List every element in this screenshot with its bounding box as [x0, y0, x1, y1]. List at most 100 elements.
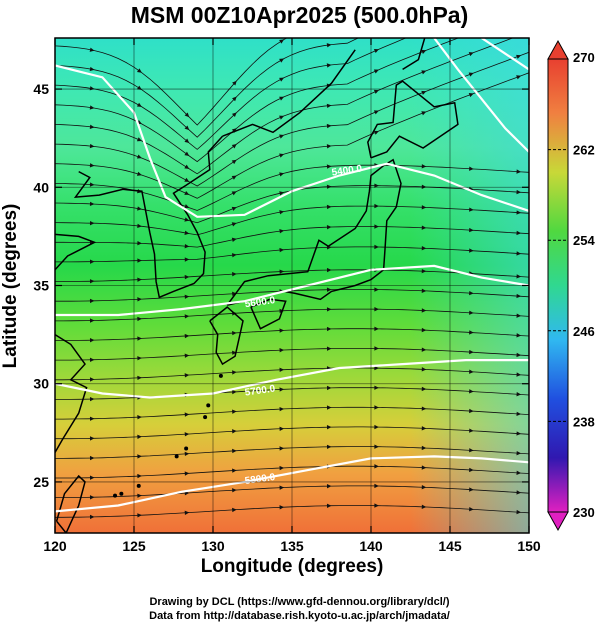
- streamline-arrow: [326, 444, 332, 450]
- streamline-arrow: [469, 428, 474, 433]
- x-tick-label: 135: [280, 538, 304, 554]
- streamline-arrow: [326, 425, 332, 430]
- streamline-arrow: [231, 128, 237, 133]
- coastline: [402, 38, 426, 71]
- streamline-arrow: [469, 166, 474, 171]
- streamline-arrow: [231, 112, 237, 118]
- streamline-arrow: [421, 367, 427, 372]
- streamline-arrow: [231, 222, 237, 227]
- streamline-arrow: [516, 352, 522, 358]
- streamline-arrow: [279, 172, 285, 177]
- streamline-arrow: [421, 327, 427, 333]
- streamline-arrow: [137, 336, 142, 341]
- streamline-arrow: [327, 23, 332, 27]
- streamline-arrow: [184, 257, 190, 262]
- x-tick-label: 120: [43, 538, 67, 554]
- streamline-arrow: [469, 507, 474, 512]
- coastline: [222, 49, 356, 137]
- streamline-arrow: [232, 488, 237, 493]
- streamline-arrow: [421, 205, 427, 210]
- streamline-arrow: [279, 39, 285, 44]
- streamline-arrow: [468, 52, 474, 57]
- coastlines: [55, 38, 459, 533]
- streamline-arrow: [232, 409, 237, 414]
- streamline-arrow: [184, 412, 190, 417]
- streamline-arrow: [421, 111, 427, 116]
- streamline-arrow: [326, 144, 332, 149]
- streamline-arrow: [232, 272, 237, 277]
- streamline-arrow: [326, 483, 332, 489]
- streamline-arrow: [421, 90, 427, 95]
- streamline-arrow: [469, 32, 474, 36]
- streamline-arrow: [516, 392, 522, 397]
- streamline-arrow: [137, 356, 142, 361]
- streamline-arrow: [279, 426, 285, 431]
- streamline-arrow: [137, 473, 142, 479]
- streamline-arrow: [231, 175, 237, 180]
- streamline-arrow: [184, 294, 190, 299]
- streamline-arrow: [421, 164, 427, 169]
- streamline-arrow: [279, 191, 285, 196]
- streamline-arrow: [516, 251, 522, 256]
- island: [218, 373, 223, 378]
- coastline: [209, 306, 244, 366]
- streamline-arrow: [374, 424, 379, 430]
- streamline-arrow: [421, 465, 427, 470]
- streamline-arrow: [326, 405, 332, 410]
- streamline-arrow: [326, 63, 332, 68]
- streamline-arrow: [374, 326, 379, 331]
- streamline-arrow: [137, 206, 142, 211]
- streamline-arrow: [373, 110, 379, 115]
- streamline-arrow: [374, 287, 379, 292]
- streamline-arrow: [137, 414, 142, 420]
- streamline-arrow: [421, 70, 427, 75]
- streamline-arrow: [421, 406, 427, 411]
- y-tick-label: 40: [33, 179, 49, 195]
- streamline-arrow: [468, 93, 474, 98]
- streamline-arrow: [184, 333, 190, 339]
- streamline-arrow: [516, 450, 522, 456]
- streamline-arrow: [326, 326, 332, 332]
- streamline-arrow: [516, 293, 522, 299]
- streamline-arrow: [374, 183, 379, 188]
- streamline-arrow: [326, 267, 332, 273]
- streamline-arrow: [136, 102, 142, 107]
- streamline-arrow: [421, 445, 427, 451]
- streamline-arrow: [89, 416, 95, 421]
- streamline-arrow: [421, 29, 426, 33]
- streamline-arrow: [184, 432, 190, 437]
- streamline-arrow: [136, 68, 142, 73]
- streamline-arrow: [232, 370, 237, 375]
- streamline-arrow: [469, 349, 474, 355]
- streamline-arrow: [516, 189, 522, 195]
- streamline-arrow: [279, 328, 285, 333]
- streamline-arrow: [89, 279, 95, 284]
- streamline-arrow: [326, 287, 332, 292]
- streamline-arrow: [421, 288, 427, 293]
- streamline-arrow: [374, 29, 379, 33]
- streamline-arrow: [279, 77, 285, 82]
- streamline-arrow: [279, 134, 285, 139]
- streamline-arrow: [184, 274, 190, 280]
- coastline: [55, 233, 97, 271]
- streamline-arrow: [137, 434, 142, 439]
- streamline-arrow: [89, 338, 95, 343]
- streamline-arrow: [232, 448, 237, 454]
- streamline-arrow: [468, 72, 474, 77]
- streamline-arrow: [89, 66, 95, 72]
- streamline-arrow: [184, 451, 190, 457]
- streamline-arrow: [373, 89, 379, 94]
- colorbar-label: 262: [573, 143, 595, 158]
- streamline-arrow: [374, 483, 379, 489]
- streamline-arrow: [137, 277, 142, 282]
- island: [184, 446, 189, 451]
- streamline-arrow: [89, 318, 95, 323]
- x-tick-label: 150: [517, 538, 541, 554]
- island: [113, 493, 118, 498]
- streamline-arrow: [326, 204, 332, 210]
- y-axis-label: Latitude (degrees): [0, 203, 21, 369]
- streamline-arrow: [374, 503, 379, 508]
- streamline-arrow: [89, 163, 95, 168]
- streamline-arrow: [184, 314, 190, 319]
- streamline-arrow: [89, 436, 95, 441]
